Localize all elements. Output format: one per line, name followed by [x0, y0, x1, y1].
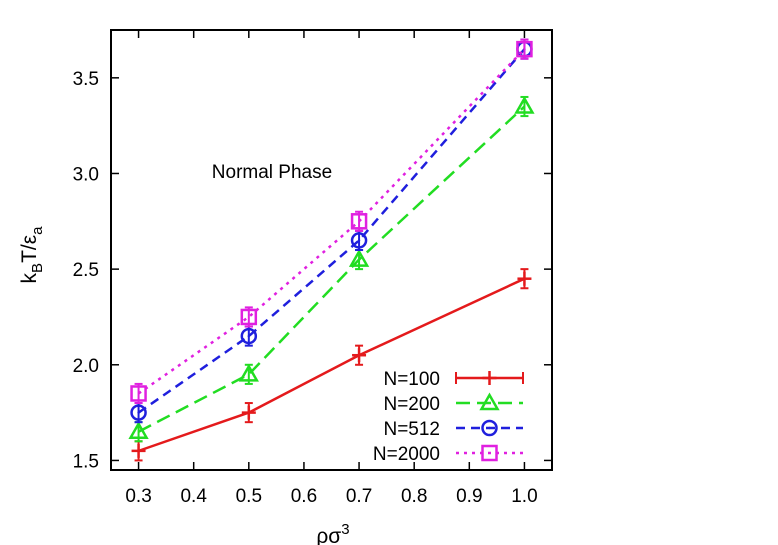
annotation-normal-phase: Normal Phase — [212, 162, 332, 183]
y-axis-title: kBT/εa — [18, 226, 46, 284]
marker-dot — [247, 334, 251, 338]
marker-circle — [350, 232, 368, 249]
x-tick-label: 0.6 — [291, 486, 317, 507]
marker-triangle — [128, 421, 149, 439]
series-n-200 — [128, 95, 535, 443]
marker-square — [130, 385, 147, 402]
series-line — [138, 277, 525, 453]
marker-triangle — [238, 363, 259, 382]
legend-label: N=200 — [383, 394, 440, 415]
plot-frame — [110, 29, 553, 471]
marker-dot — [357, 239, 361, 242]
x-tick-label: 0.9 — [456, 486, 482, 507]
marker-square — [481, 444, 498, 462]
legend-label: N=2000 — [373, 444, 440, 465]
marker-circle — [130, 404, 147, 421]
series-n-100 — [131, 268, 532, 462]
series-line — [137, 48, 526, 395]
x-tick-label: 0.5 — [236, 486, 262, 507]
marker-square — [350, 213, 368, 230]
x-tick-label: 1.0 — [511, 486, 537, 507]
y-tick-label: 1.5 — [73, 451, 99, 472]
x-axis-title: ρσ3 — [316, 521, 349, 545]
marker-square — [516, 40, 533, 58]
legend-item: N=100 — [383, 369, 524, 390]
marker-triangle — [479, 392, 500, 411]
marker-square — [240, 308, 258, 326]
legend: N=100 N=200 N=512 N=2000 — [373, 369, 524, 465]
x-tick-label: 0.4 — [180, 486, 207, 507]
legend-item: N=512 — [383, 419, 523, 440]
marker-dot — [488, 426, 491, 430]
series-n-512 — [130, 38, 533, 424]
marker-dot — [137, 411, 140, 414]
marker-circle — [240, 327, 258, 345]
marker-triangle — [348, 249, 370, 267]
x-tick-label: 0.8 — [401, 486, 427, 507]
legend-item: N=2000 — [373, 444, 523, 465]
y-tick-label: 3.0 — [73, 164, 99, 185]
series-n-2000 — [130, 38, 533, 405]
series-line — [137, 48, 526, 414]
legend-item: N=200 — [383, 392, 523, 415]
x-tick-label: 0.3 — [125, 486, 151, 507]
series-line — [137, 105, 526, 433]
x-tick-label: 0.7 — [346, 486, 372, 507]
y-tick-label: 2.0 — [73, 356, 99, 377]
marker-circle — [481, 419, 498, 437]
y-tick-label: 3.5 — [73, 69, 99, 90]
legend-label: N=512 — [383, 419, 440, 440]
legend-label: N=100 — [383, 369, 440, 390]
marker-triangle — [514, 96, 535, 114]
y-tick-label: 2.5 — [73, 260, 99, 281]
